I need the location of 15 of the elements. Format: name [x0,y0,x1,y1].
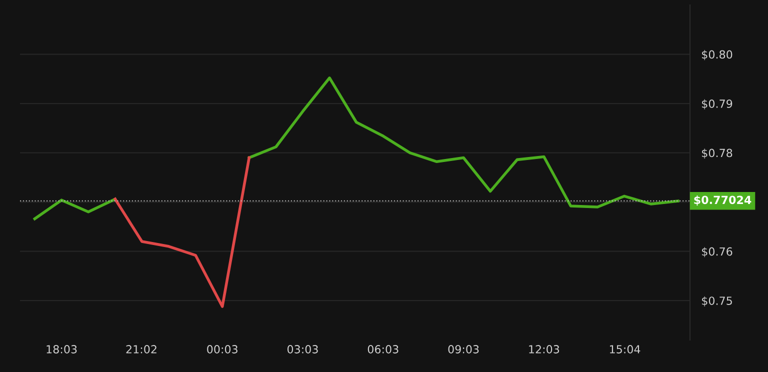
x-tick-label: 00:03 [207,345,238,354]
x-tick-label: 21:02 [126,345,156,354]
x-tick-label: 12:03 [529,345,560,354]
y-tick-label: $0.80 [702,50,732,60]
line-series [114,156,251,308]
x-tick-label: 18:03 [46,345,77,354]
y-tick-label: $0.76 [702,247,732,258]
x-tick-label: 09:03 [448,345,479,354]
y-tick-label: $0.79 [702,99,732,110]
x-tick-label: 03:03 [287,345,318,354]
ref-line-label: $0.77024 [694,196,752,206]
y-tick-label: $0.78 [702,148,732,159]
x-tick-label: 06:03 [368,345,398,354]
x-tick-label: 15:04 [610,345,640,354]
y-tick-label: $0.75 [702,296,732,306]
